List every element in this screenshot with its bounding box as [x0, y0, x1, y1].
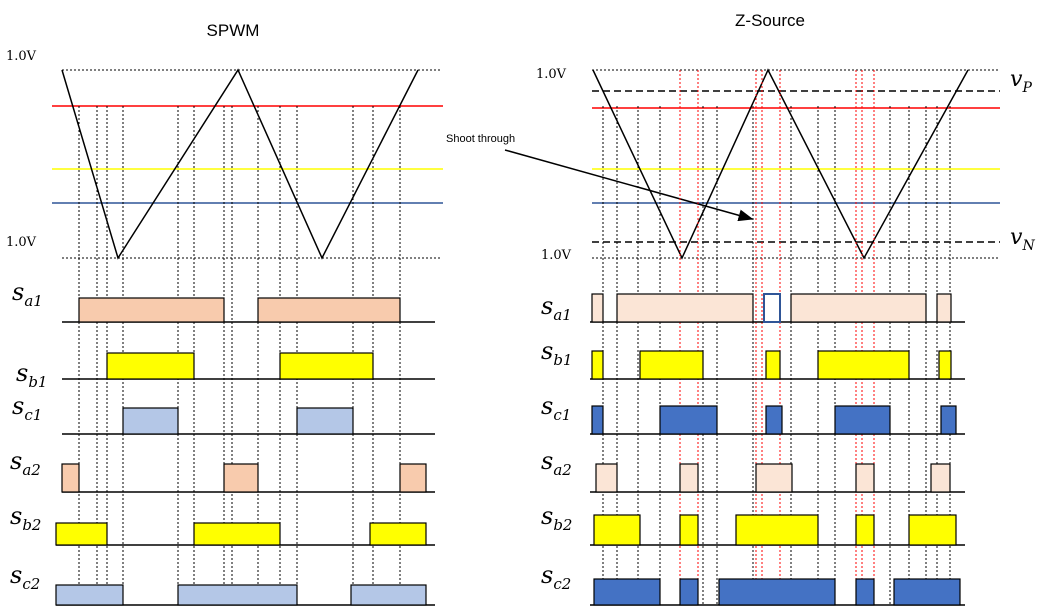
z-sb1-pulse-3	[817, 350, 910, 380]
z-sa1-pulse-1	[616, 293, 754, 323]
z-sb2-pulse-1	[679, 514, 699, 546]
zsource-pulse-waveforms	[590, 293, 965, 606]
z-sc2-pulse-0	[593, 578, 661, 606]
spwm-sa1-pulse-0	[78, 297, 225, 323]
spwm-label-sb1: sb1	[16, 359, 47, 391]
spwm-label-sc1: sc1	[12, 392, 42, 424]
z-label-sb1: sb1	[541, 337, 572, 369]
spwm-pulse-waveforms	[55, 297, 435, 606]
zsource-signal-labels: sa1 sb1 sc1 sa2 sb2 sc2	[541, 292, 572, 593]
z-sa2-pulse-2	[755, 463, 793, 493]
z-top-voltage-label: 1.0V	[536, 67, 567, 82]
z-label-sa2: sa2	[541, 447, 572, 479]
z-sa2-pulse-4	[930, 463, 951, 493]
z-label-sb2: sb2	[541, 502, 572, 534]
spwm-sc2-pulse-2	[350, 584, 427, 606]
z-sa1-pulse-0	[591, 293, 604, 323]
shoot-through-arrow	[504, 149, 754, 222]
z-sa2-pulse-3	[855, 463, 875, 493]
zsource-carrier-panel: 1.0V 1.0V vP vN Shoot through	[446, 67, 1035, 263]
z-sa1-pulse-2	[763, 293, 781, 323]
z-sc1-pulse-3	[834, 405, 891, 435]
z-sc2-pulse-4	[893, 578, 961, 606]
spwm-sc2-pulse-1	[177, 584, 298, 606]
spwm-top-voltage-label: 1.0V	[6, 49, 37, 64]
zsource-title: Z-Source	[735, 11, 805, 30]
z-sc2-pulse-1	[679, 578, 699, 606]
spwm-sa2-pulse-1	[223, 463, 259, 493]
spwm-title: SPWM	[207, 21, 260, 40]
spwm-triangle-carrier	[61, 68, 419, 260]
z-sa2-pulse-1	[679, 463, 699, 493]
spwm-carrier-panel: 1.0V 1.0V	[6, 49, 443, 260]
z-sc1-pulse-0	[591, 405, 604, 435]
shoot-through-label: Shoot through	[446, 133, 515, 145]
spwm-sb2-pulse-2	[369, 522, 427, 546]
spwm-label-sa2: sa2	[10, 447, 41, 479]
spwm-label-sa1: sa1	[12, 278, 43, 310]
spwm-signal-labels: sa1 sb1 sc1 sa2 sb2 sc2	[10, 278, 47, 593]
spwm-sb2-pulse-1	[193, 522, 281, 546]
z-sc1-pulse-1	[659, 405, 718, 435]
z-sb2-pulse-2	[735, 514, 819, 546]
z-label-sc2: sc2	[541, 561, 571, 593]
z-sb2-pulse-0	[593, 514, 641, 546]
z-sb1-pulse-0	[591, 350, 604, 380]
z-sb2-pulse-3	[855, 514, 875, 546]
z-label-sa1: sa1	[541, 292, 572, 324]
z-bottom-voltage-label: 1.0V	[541, 248, 572, 263]
spwm-bottom-voltage-label: 1.0V	[6, 235, 37, 250]
spwm-sc1-pulse-0	[122, 407, 179, 435]
z-sa1-pulse-3	[790, 293, 927, 323]
z-triangle-carrier	[592, 68, 969, 260]
vp-label: vP	[1010, 67, 1032, 96]
z-sb1-pulse-4	[938, 350, 952, 380]
z-sc1-pulse-4	[940, 405, 957, 435]
z-sc2-pulse-2	[718, 578, 836, 606]
spwm-sc2-pulse-0	[55, 584, 124, 606]
z-sb1-pulse-1	[639, 350, 704, 380]
z-sc2-pulse-3	[855, 578, 875, 606]
spwm-sb1-pulse-0	[106, 352, 195, 380]
spwm-sb1-pulse-1	[279, 352, 374, 380]
z-sa1-pulse-4	[936, 293, 952, 323]
spwm-sa2-pulse-2	[399, 463, 427, 493]
vn-label: vN	[1010, 225, 1035, 254]
z-sb1-pulse-2	[765, 350, 781, 380]
z-label-sc1: sc1	[541, 392, 571, 424]
z-sb2-pulse-4	[908, 514, 957, 546]
spwm-sb2-pulse-0	[55, 522, 108, 546]
spwm-label-sb2: sb2	[10, 502, 41, 534]
spwm-sa2-pulse-0	[61, 463, 80, 493]
spwm-label-sc2: sc2	[10, 561, 40, 593]
spwm-sc1-pulse-1	[296, 407, 354, 435]
z-sa2-pulse-0	[595, 463, 618, 493]
z-sc1-pulse-2	[765, 405, 783, 435]
spwm-sa1-pulse-1	[257, 297, 401, 323]
